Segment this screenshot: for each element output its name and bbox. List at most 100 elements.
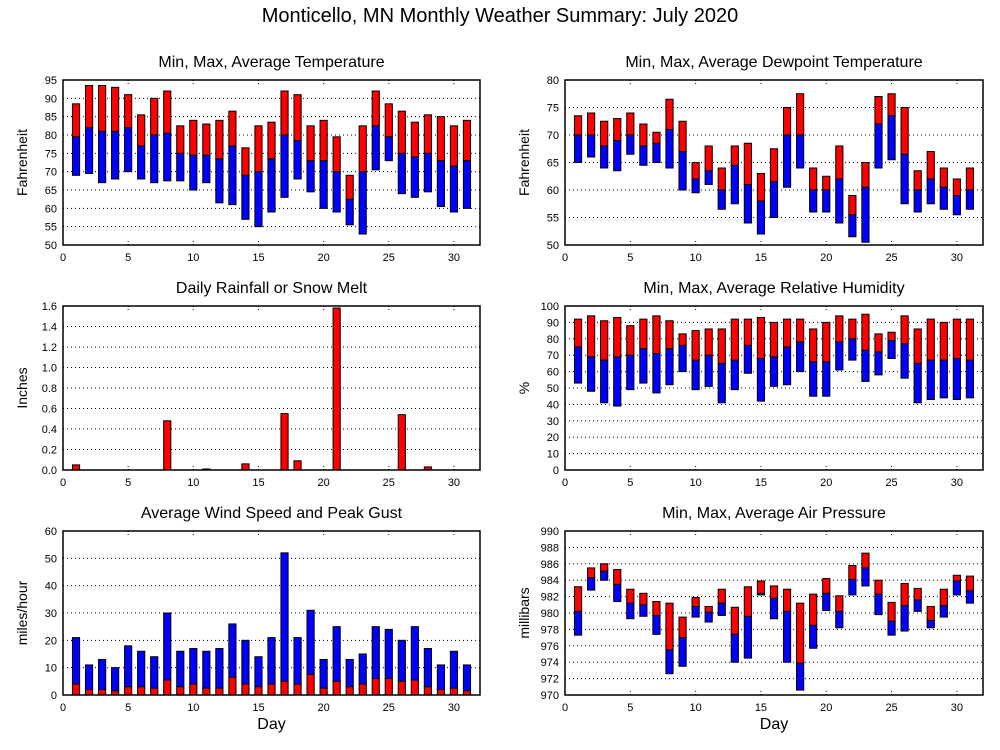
dewpoint-bar-high-day-7 [652,131,661,144]
temperature-bar-low-day-2 [84,127,94,174]
humidity-bar-high-day-28 [926,318,935,361]
humidity-ytick-label: 100 [541,301,559,313]
humidity-bar-high-day-20 [822,321,831,363]
pressure-bar-high-day-1 [573,586,583,612]
pressure-ytick-label: 974 [541,657,559,669]
humidity-ytick-label: 80 [547,334,559,346]
rainfall-bar-day-21 [332,307,341,471]
dewpoint-bar-low-day-10 [691,178,700,194]
humidity-bar-high-day-10 [691,330,700,361]
temperature-bar-high-day-17 [280,90,289,136]
pressure-ytick-label: 976 [541,641,559,653]
humidity-bar-high-day-5 [626,325,635,356]
pressure-bar-low-day-20 [822,592,831,612]
humidity-bar-low-day-17 [782,346,792,386]
temperature-bar-low-day-30 [449,165,459,213]
temperature-bar-low-day-8 [163,132,172,182]
temperature-bar-low-day-18 [293,140,302,180]
pressure-bar-high-day-10 [691,596,700,607]
humidity-bar-high-day-14 [743,318,752,346]
pressure-bar-high-day-9 [678,616,687,639]
dewpoint-bar-high-day-5 [626,112,635,136]
dewpoint-bar-low-day-6 [639,145,648,166]
temperature-bar-low-day-26 [397,152,406,195]
pressure-bar-low-day-8 [665,649,674,675]
humidity-bar-high-day-17 [782,318,792,348]
pressure-ytick-label: 978 [541,624,559,636]
humidity-bar-high-day-9 [678,333,687,346]
temperature-bar-high-day-26 [397,110,406,154]
dewpoint-xtick-label: 25 [885,252,897,264]
humidity-bar-high-day-8 [665,320,674,350]
humidity-ylabel: % [516,382,532,394]
wind-ytick-label: 30 [45,608,57,620]
wind-bar-avg-day-20 [319,687,328,696]
humidity-bar-low-day-12 [717,362,726,404]
dewpoint-bar-high-day-15 [756,173,766,202]
pressure-bar-high-day-27 [913,587,922,601]
dewpoint-bar-low-day-28 [926,178,935,205]
humidity-bar-high-day-25 [887,331,896,341]
humidity-bar-high-day-7 [652,315,661,355]
pressure-bar-high-day-16 [769,585,779,599]
dewpoint-xtick-label: 15 [755,252,767,264]
wind-bar-avg-day-1 [71,683,81,696]
humidity-bar-low-day-9 [678,344,687,373]
dewpoint-xtick-label: 0 [562,252,568,264]
pressure-bar-high-day-12 [717,588,726,604]
pressure-ytick-label: 984 [541,575,559,587]
wind-bar-avg-day-6 [137,686,146,696]
pressure-bar-low-day-18 [796,662,805,691]
temperature-xtick-label: 10 [187,252,199,264]
rainfall-bar-day-26 [397,414,406,471]
pressure-ytick-label: 970 [541,690,559,702]
pressure-xtick-label: 30 [951,702,963,714]
pressure-bar-high-day-3 [600,563,609,572]
humidity-xtick-label: 15 [755,477,767,489]
humidity-xtick-label: 25 [885,477,897,489]
humidity-bar-high-day-4 [613,316,622,358]
pressure-bar-low-day-24 [874,593,883,616]
wind-bar-avg-day-25 [384,678,393,696]
temperature-bar-high-day-9 [176,125,185,154]
wind-bar-gust-day-1 [71,637,81,685]
rainfall-xtick-label: 0 [60,477,66,489]
pressure-bar-high-day-4 [613,569,622,585]
pressure-bar-low-day-25 [887,620,896,636]
dewpoint-bar-low-day-27 [913,189,922,213]
wind-ylabel: miles/hour [14,580,30,645]
pressure-bar-low-day-14 [743,615,752,659]
pressure-bar-high-day-23 [861,552,870,569]
wind-bar-gust-day-9 [176,650,185,688]
humidity-bar-low-day-21 [835,341,844,371]
temperature-bar-high-day-31 [462,119,472,162]
main-title: Monticello, MN Monthly Weather Summary: … [261,5,739,27]
temperature-xtick-label: 0 [60,252,66,264]
temperature-bar-high-day-12 [215,119,224,160]
temperature-ytick-label: 70 [45,167,57,179]
dewpoint-bar-low-day-4 [613,140,622,172]
temperature-bar-low-day-20 [319,160,328,209]
rainfall-ytick-label: 0.2 [42,445,57,457]
dewpoint-bar-low-day-14 [743,184,752,224]
humidity-bar-low-day-20 [822,361,831,397]
pressure-bar-low-day-4 [613,583,622,603]
humidity-xtick-label: 30 [951,477,963,489]
humidity-xtick-label: 5 [627,477,633,489]
temperature-plot-frame [62,79,481,246]
temperature-xtick-label: 5 [125,252,131,264]
temperature-bar-high-day-13 [228,110,237,147]
humidity-bar-high-day-16 [769,321,779,358]
dewpoint-bar-high-day-22 [848,195,857,216]
pressure-bar-high-day-19 [809,593,818,626]
dewpoint-bar-high-day-10 [691,162,700,180]
wind-bar-gust-day-28 [423,648,432,688]
wind-bar-gust-day-27 [410,626,419,681]
dewpoint-bar-low-day-26 [900,153,909,205]
humidity-bar-low-day-4 [613,356,622,407]
pressure-xtick-label: 15 [755,702,767,714]
pressure-ylabel: millibars [516,587,532,638]
temperature-ytick-label: 95 [45,75,57,87]
pressure-bar-high-day-6 [639,592,648,606]
wind-xtick-label: 10 [187,702,199,714]
